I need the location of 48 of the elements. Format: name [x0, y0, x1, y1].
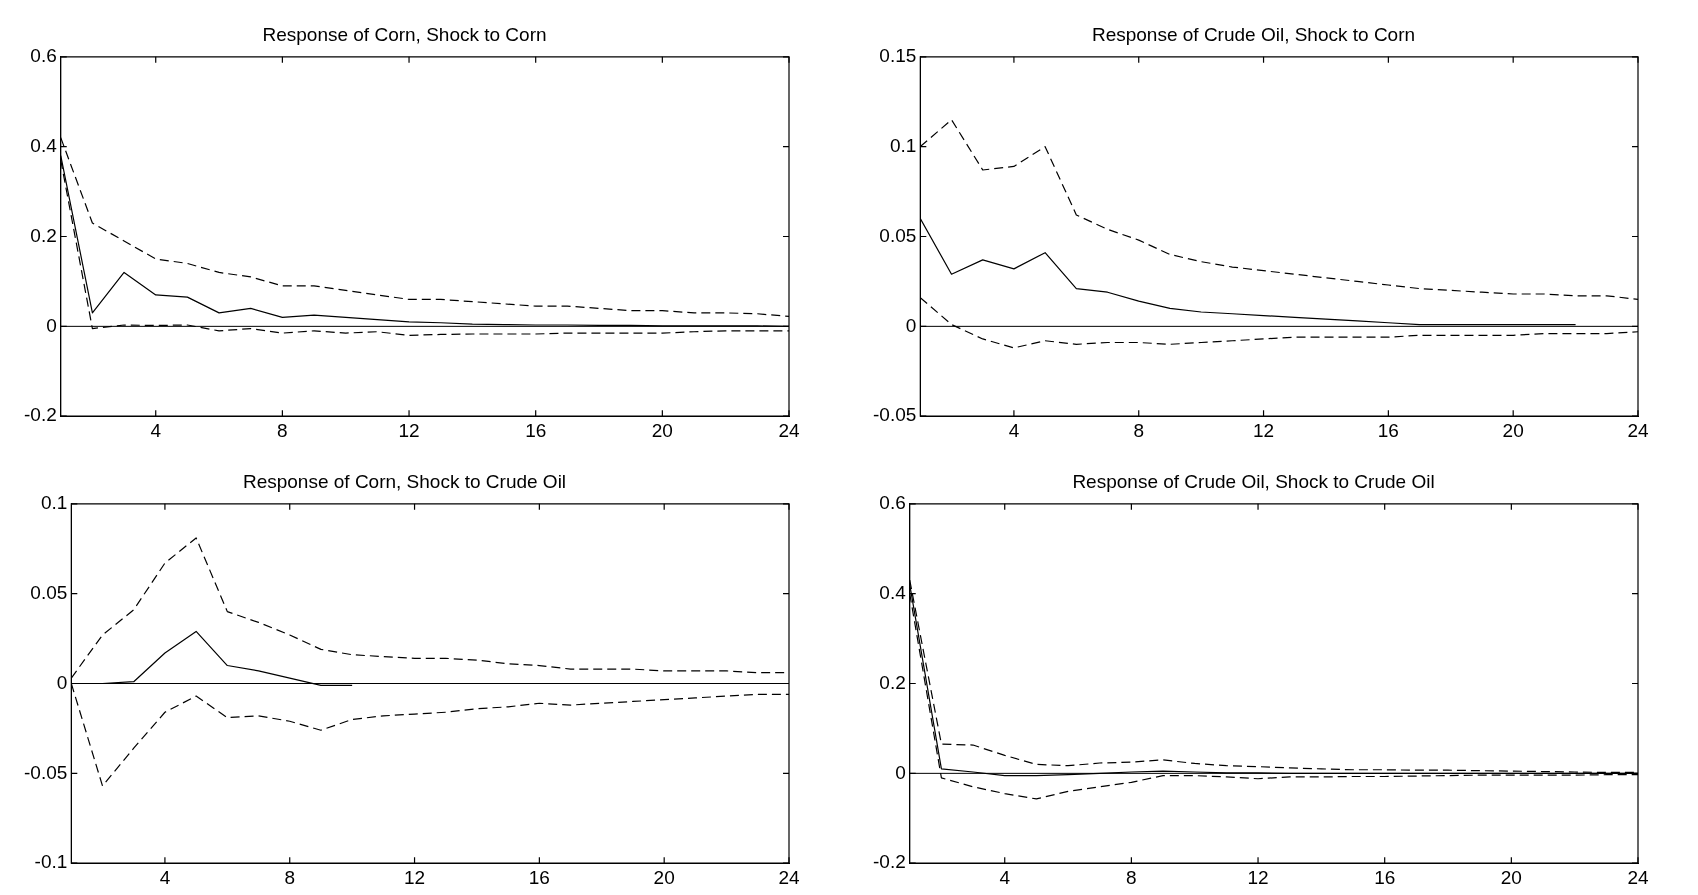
- x-tick-label: 24: [778, 419, 800, 441]
- x-tick-label: 24: [1627, 866, 1649, 888]
- chart-title: Response of Corn, Shock to Crude Oil: [242, 470, 567, 492]
- y-tick-label: 0: [895, 761, 906, 783]
- x-tick-label: 20: [1500, 866, 1522, 888]
- y-tick-label: 0.4: [30, 134, 58, 156]
- y-tick-label: 0.15: [879, 45, 917, 67]
- y-tick-label: 0.05: [30, 581, 68, 603]
- y-tick-label: 0: [56, 671, 68, 693]
- x-tick-label: 12: [403, 866, 426, 888]
- x-tick-label: 8: [1133, 419, 1145, 441]
- x-tick-label: 4: [159, 866, 171, 888]
- x-tick-label: 4: [1008, 419, 1020, 441]
- x-tick-label: 20: [651, 419, 673, 441]
- x-tick-label: 8: [284, 866, 296, 888]
- y-tick-label: -0.2: [872, 851, 906, 873]
- y-tick-label: 0.1: [889, 134, 917, 156]
- x-tick-label: 8: [1126, 866, 1137, 888]
- x-tick-label: 16: [1377, 419, 1399, 441]
- chart-title: Response of Crude Oil, Shock to Crude Oil: [1072, 470, 1435, 492]
- x-tick-label: 4: [150, 419, 162, 441]
- x-tick-label: 16: [525, 419, 547, 441]
- x-tick-label: 4: [999, 866, 1011, 888]
- x-tick-label: 16: [1374, 866, 1396, 888]
- x-tick-label: 20: [1502, 419, 1524, 441]
- y-tick-label: 0.6: [879, 492, 906, 514]
- chart-title: Response of Corn, Shock to Corn: [262, 23, 547, 45]
- x-tick-label: 16: [528, 866, 550, 888]
- x-tick-label: 12: [1252, 419, 1275, 441]
- y-tick-label: 0.2: [879, 671, 906, 693]
- y-tick-label: -0.05: [23, 761, 68, 783]
- chart-title: Response of Crude Oil, Shock to Corn: [1091, 23, 1416, 45]
- y-tick-label: -0.2: [23, 404, 57, 426]
- y-tick-label: 0.1: [40, 492, 68, 514]
- y-tick-label: -0.05: [872, 404, 917, 426]
- x-tick-label: 12: [1247, 866, 1269, 888]
- y-tick-label: 0.6: [30, 45, 57, 67]
- y-tick-label: 0.05: [879, 224, 917, 246]
- x-tick-label: 24: [778, 866, 800, 888]
- x-tick-label: 20: [653, 866, 675, 888]
- y-tick-label: 0.2: [30, 224, 57, 246]
- y-tick-label: 0: [46, 314, 57, 336]
- x-tick-label: 12: [398, 419, 420, 441]
- x-tick-label: 8: [277, 419, 288, 441]
- x-tick-label: 24: [1627, 419, 1649, 441]
- y-tick-label: -0.1: [34, 851, 68, 873]
- y-tick-label: 0: [905, 314, 917, 336]
- y-tick-label: 0.4: [879, 581, 907, 603]
